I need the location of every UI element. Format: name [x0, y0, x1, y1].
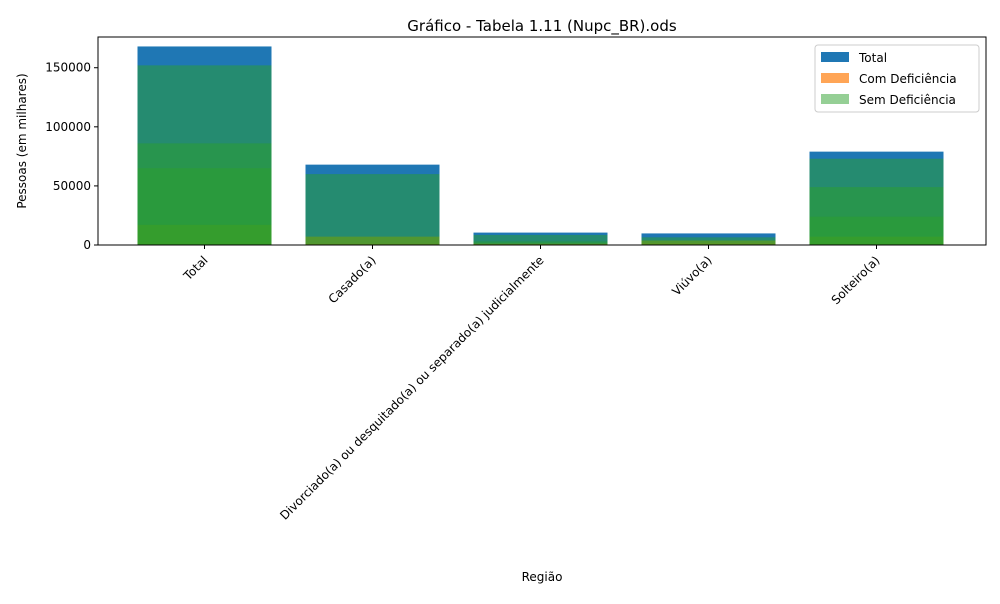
bar-sem-defici-ncia-0-3	[138, 225, 272, 245]
y-tick-label: 0	[83, 238, 91, 252]
x-tick-label: Casado(a)	[326, 253, 379, 306]
bar-sem-defici-ncia-3-1	[642, 241, 776, 245]
legend-swatch	[821, 94, 849, 104]
x-tick-label: Total	[180, 253, 210, 283]
legend-swatch	[821, 52, 849, 62]
chart-title: Gráfico - Tabela 1.11 (Nupc_BR).ods	[407, 17, 677, 36]
legend: Total Com Deficiência Sem Deficiência	[815, 45, 979, 112]
legend-label: Com Deficiência	[859, 72, 957, 86]
x-tick-label: Solteiro(a)	[829, 253, 883, 307]
x-axis-label: Região	[522, 570, 563, 584]
y-tick-label: 100000	[45, 120, 91, 134]
y-tick-label: 50000	[53, 179, 91, 193]
bar-sem-defici-ncia-1-1	[306, 237, 440, 245]
bar-sem-defici-ncia-1-0	[306, 174, 440, 245]
x-tick-label: Divorciado(a) ou desquitado(a) ou separa…	[277, 253, 546, 522]
legend-label: Total	[858, 51, 887, 65]
legend-label: Sem Deficiência	[859, 93, 956, 107]
y-axis-label: Pessoas (em milhares)	[15, 73, 29, 208]
legend-swatch	[821, 73, 849, 83]
y-tick-label: 150000	[45, 61, 91, 75]
x-tick-label: Viúvo(a)	[669, 253, 714, 298]
bar-sem-defici-ncia-4-3	[810, 237, 944, 245]
bar-sem-defici-ncia-2-1	[474, 241, 608, 245]
